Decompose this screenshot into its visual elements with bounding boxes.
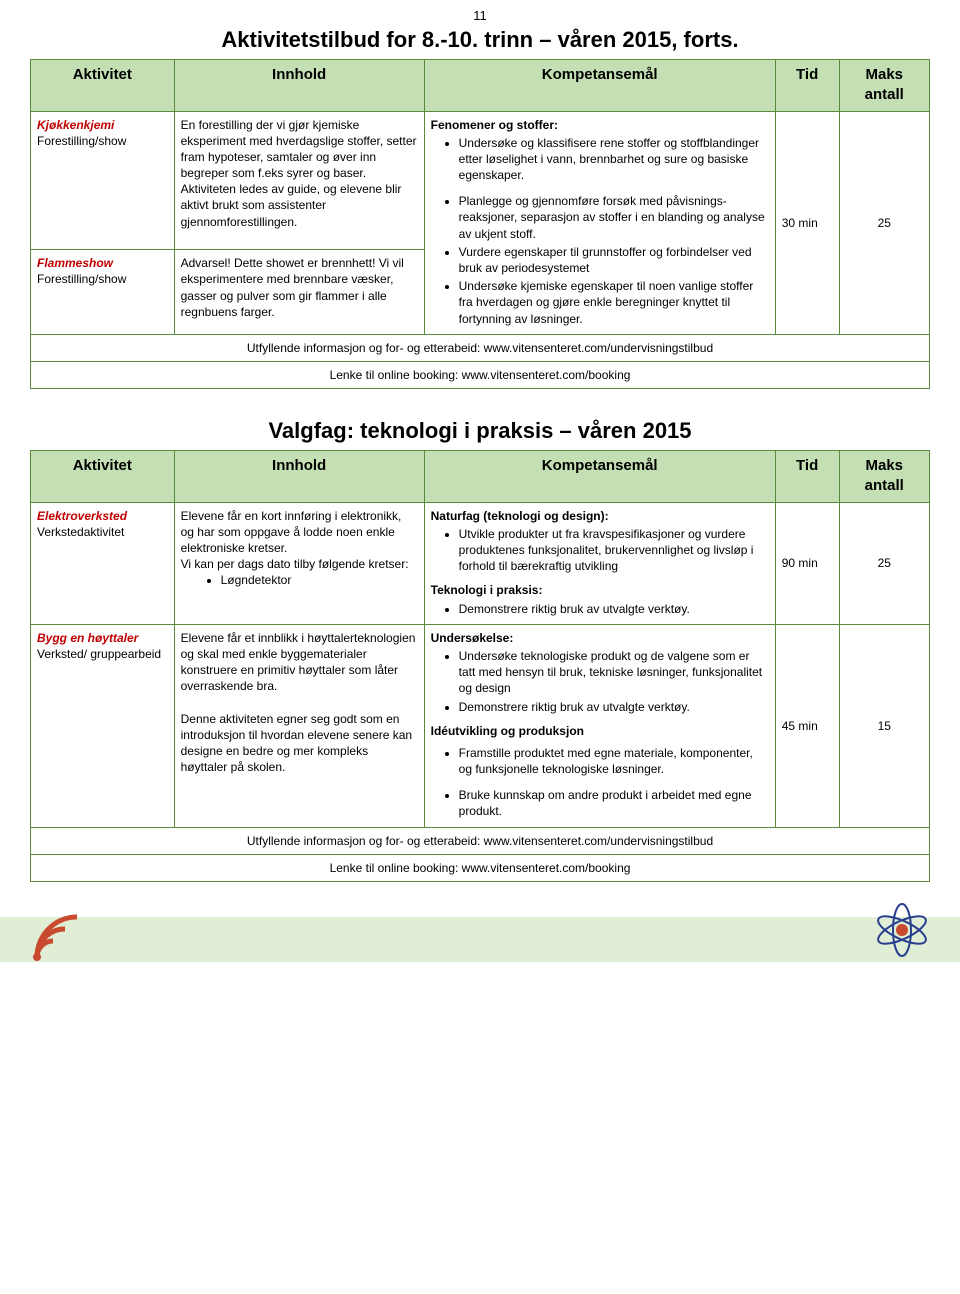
innhold-cell: Advarsel! Dette showet er brennhett! Vi … xyxy=(174,250,424,335)
komp-bullet: Framstille produktet med egne materiale,… xyxy=(459,745,769,777)
komp-heading: Fenomener og stoffer: xyxy=(431,117,769,133)
innhold-cell: En forestilling der vi gjør kjemiske eks… xyxy=(174,111,424,250)
table-row: Kjøkkenkjemi Forestilling/show En forest… xyxy=(31,111,930,250)
footer-booking: Lenke til online booking: www.vitensente… xyxy=(31,361,930,388)
maks-cell: 25 xyxy=(839,111,929,334)
komp-bullet: Undersøke og klassifisere rene stoffer o… xyxy=(459,135,769,184)
activity-type: Verksted/ gruppearbeid xyxy=(37,647,161,661)
komp-bullet: Undersøke kjemiske egenskaper til noen v… xyxy=(459,278,769,327)
th-kompetansemal: Kompetansemål xyxy=(424,451,775,503)
page-number: 11 xyxy=(30,8,930,23)
komp-heading: Naturfag (teknologi og design): xyxy=(431,508,769,524)
th-tid: Tid xyxy=(775,60,839,112)
activity-name: Kjøkkenkjemi xyxy=(37,118,114,132)
table-row: Elektroverksted Verkstedaktivitet Eleven… xyxy=(31,502,930,624)
activity-type: Forestilling/show xyxy=(37,134,126,148)
th-innhold: Innhold xyxy=(174,60,424,112)
th-aktivitet: Aktivitet xyxy=(31,60,175,112)
tid-cell: 30 min xyxy=(775,111,839,334)
maks-cell: 15 xyxy=(839,624,929,827)
footer-info: Utfyllende informasjon og for- og ettera… xyxy=(31,334,930,361)
table-footer-row: Utfyllende informasjon og for- og ettera… xyxy=(31,827,930,854)
komp-bullet: Demonstrere riktig bruk av utvalgte verk… xyxy=(459,699,769,715)
footer-booking: Lenke til online booking: www.vitensente… xyxy=(31,854,930,881)
innhold-text: Denne aktiviteten egner seg godt som en … xyxy=(181,712,412,775)
innhold-bullet: Løgndetektor xyxy=(221,572,418,588)
innhold-cell: Elevene får en kort innføring i elektron… xyxy=(174,502,424,624)
komp-bullet: Undersøke teknologiske produkt og de val… xyxy=(459,648,769,697)
innhold-text: Elevene får et innblikk i høyttalertekno… xyxy=(181,631,416,694)
section1-title: Aktivitetstilbud for 8.-10. trinn – våre… xyxy=(30,27,930,53)
tid-cell: 90 min xyxy=(775,502,839,624)
activity-name: Elektroverksted xyxy=(37,509,127,523)
kompetansemal-cell: Naturfag (teknologi og design): Utvikle … xyxy=(424,502,775,624)
table-row: Bygg en høyttaler Verksted/ gruppearbeid… xyxy=(31,624,930,827)
komp-heading: Undersøkelse: xyxy=(431,630,769,646)
kompetansemal-cell: Fenomener og stoffer: Undersøke og klass… xyxy=(424,111,775,334)
th-kompetansemal: Kompetansemål xyxy=(424,60,775,112)
komp-bullet: Demonstrere riktig bruk av utvalgte verk… xyxy=(459,601,769,617)
activity-type: Forestilling/show xyxy=(37,272,126,286)
th-maks: Maks antall xyxy=(839,451,929,503)
innhold-cell: Elevene får et innblikk i høyttalertekno… xyxy=(174,624,424,827)
th-aktivitet: Aktivitet xyxy=(31,451,175,503)
komp-heading: Teknologi i praksis: xyxy=(431,582,769,598)
footer-bar xyxy=(0,917,960,962)
table-footer-row: Lenke til online booking: www.vitensente… xyxy=(31,854,930,881)
innhold-text: Elevene får en kort innføring i elektron… xyxy=(181,509,402,555)
table-footer-row: Lenke til online booking: www.vitensente… xyxy=(31,361,930,388)
innhold-text: Vi kan per dags dato tilby følgende kret… xyxy=(181,557,409,571)
activity-type: Verkstedaktivitet xyxy=(37,525,124,539)
th-tid: Tid xyxy=(775,451,839,503)
table-valgfag: Aktivitet Innhold Kompetansemål Tid Maks… xyxy=(30,450,930,882)
komp-bullet: Utvikle produkter ut fra kravspesifikasj… xyxy=(459,526,769,575)
section2-title: Valgfag: teknologi i praksis – våren 201… xyxy=(30,418,930,444)
table-footer-row: Utfyllende informasjon og for- og ettera… xyxy=(31,334,930,361)
maks-cell: 25 xyxy=(839,502,929,624)
kompetansemal-cell: Undersøkelse: Undersøke teknologiske pro… xyxy=(424,624,775,827)
komp-heading: Idéutvikling og produksjon xyxy=(431,723,769,739)
table-aktivitetstilbud: Aktivitet Innhold Kompetansemål Tid Maks… xyxy=(30,59,930,389)
activity-name: Bygg en høyttaler xyxy=(37,631,138,645)
th-innhold: Innhold xyxy=(174,451,424,503)
tid-cell: 45 min xyxy=(775,624,839,827)
komp-bullet: Planlegge og gjennomføre forsøk med påvi… xyxy=(459,193,769,242)
komp-bullet: Bruke kunnskap om andre produkt i arbeid… xyxy=(459,787,769,819)
th-maks: Maks antall xyxy=(839,60,929,112)
logo-right-icon xyxy=(875,903,930,958)
komp-bullet: Vurdere egenskaper til grunnstoffer og f… xyxy=(459,244,769,276)
activity-name: Flammeshow xyxy=(37,256,113,270)
footer-info: Utfyllende informasjon og for- og ettera… xyxy=(31,827,930,854)
logo-left-icon xyxy=(25,907,95,962)
